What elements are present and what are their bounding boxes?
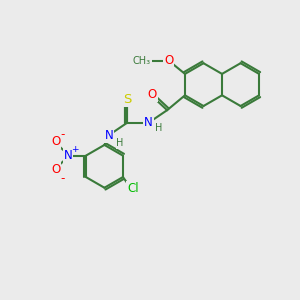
Text: Cl: Cl bbox=[127, 182, 139, 195]
Text: N: N bbox=[144, 116, 153, 129]
Text: +: + bbox=[71, 145, 79, 154]
Text: CH₃: CH₃ bbox=[133, 56, 151, 65]
Text: H: H bbox=[154, 123, 162, 133]
Text: O: O bbox=[51, 136, 60, 148]
Text: N: N bbox=[64, 149, 72, 162]
Text: -: - bbox=[60, 128, 64, 141]
Text: N: N bbox=[104, 129, 113, 142]
Text: S: S bbox=[123, 93, 131, 106]
Text: -: - bbox=[60, 172, 64, 185]
Text: H: H bbox=[116, 139, 124, 148]
Text: O: O bbox=[51, 163, 60, 176]
Text: O: O bbox=[148, 88, 157, 101]
Text: O: O bbox=[164, 54, 173, 67]
